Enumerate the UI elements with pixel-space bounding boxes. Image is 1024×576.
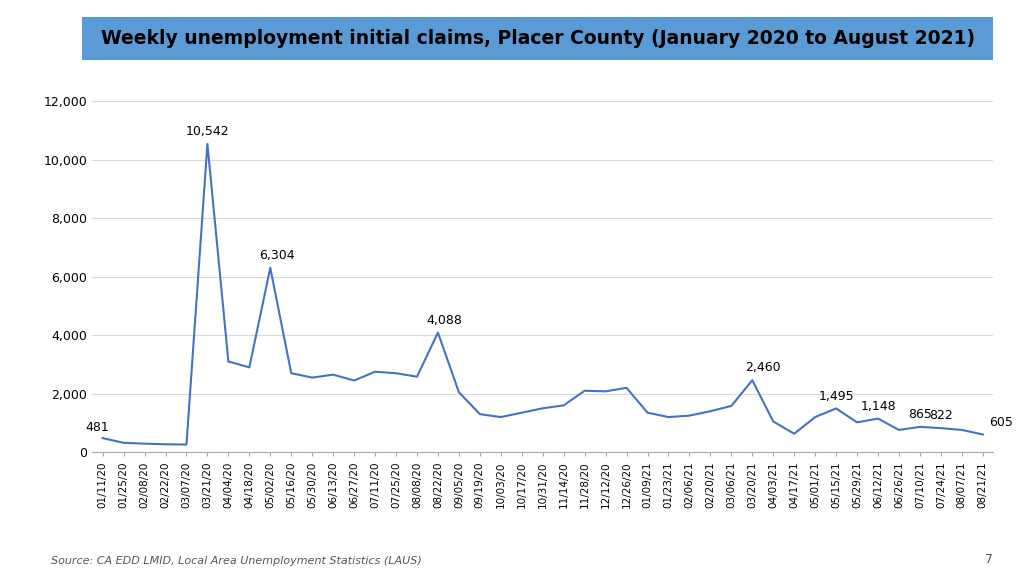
Text: 822: 822 [929, 410, 952, 422]
Text: 1,148: 1,148 [860, 400, 896, 413]
Text: 481: 481 [85, 420, 109, 434]
Text: Source: CA EDD LMID, Local Area Unemployment Statistics (LAUS): Source: CA EDD LMID, Local Area Unemploy… [51, 556, 422, 566]
Text: 605: 605 [989, 416, 1013, 429]
Text: 6,304: 6,304 [259, 249, 294, 262]
Text: Weekly unemployment initial claims, Placer County (January 2020 to August 2021): Weekly unemployment initial claims, Plac… [100, 29, 975, 48]
Text: 10,542: 10,542 [185, 125, 229, 138]
Text: 7: 7 [985, 552, 993, 566]
Text: 1,495: 1,495 [818, 389, 854, 403]
Text: 4,088: 4,088 [426, 314, 462, 327]
Text: 865: 865 [908, 408, 932, 421]
Text: 2,460: 2,460 [744, 361, 780, 374]
